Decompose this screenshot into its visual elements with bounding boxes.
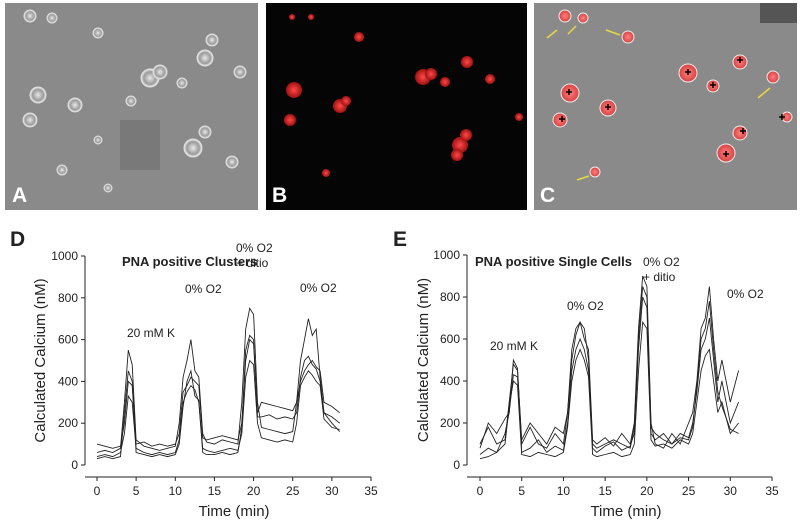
annotation: 0% O2 — [567, 299, 604, 313]
y-tick-label: 600 — [440, 332, 460, 346]
x-tick-label: 5 — [133, 484, 140, 498]
chart-title: PNA positive Clusters — [122, 254, 257, 269]
panel-label: D — [10, 228, 25, 251]
annotation: + ditio — [236, 256, 269, 270]
y-tick-label: 200 — [440, 416, 460, 430]
y-tick-label: 400 — [58, 374, 78, 388]
trace — [96, 307, 341, 453]
x-tick-label: 35 — [364, 484, 378, 498]
panel-label: A — [12, 184, 27, 207]
y-tick-label: 800 — [58, 291, 78, 305]
x-tick-label: 20 — [640, 484, 654, 498]
x-tick-label: 35 — [765, 484, 779, 498]
y-tick-label: 400 — [440, 374, 460, 388]
annotation: 0% O2 — [727, 287, 764, 301]
annotation: 0% O2 — [643, 255, 680, 269]
x-tick-label: 15 — [598, 484, 612, 498]
annotation: 0% O2 — [300, 281, 337, 295]
x-tick-label: 10 — [169, 484, 183, 498]
annotation: 0% O2 — [236, 241, 273, 255]
y-tick-label: 0 — [71, 458, 78, 472]
x-tick-label: 25 — [682, 484, 696, 498]
x-tick-label: 15 — [208, 484, 222, 498]
trace — [96, 359, 340, 458]
x-axis-label: Time (min) — [198, 503, 269, 520]
trace — [96, 338, 340, 449]
x-tick-label: 30 — [325, 484, 339, 498]
trace — [479, 296, 740, 455]
panel-label: B — [272, 184, 287, 207]
trace — [96, 334, 340, 460]
micrograph-b: B — [266, 3, 527, 210]
x-tick-label: 0 — [477, 484, 484, 498]
y-tick-label: 0 — [453, 458, 460, 472]
y-tick-label: 800 — [440, 290, 460, 304]
chart-title: PNA positive Single Cells — [475, 254, 632, 269]
y-axis-label: Calculated Calcium (nM) — [32, 278, 49, 442]
y-tick-label: 200 — [58, 416, 78, 430]
y-tick-label: 1000 — [433, 248, 460, 262]
x-tick-label: 10 — [557, 484, 571, 498]
x-tick-label: 30 — [724, 484, 738, 498]
trace — [479, 286, 739, 449]
y-tick-label: 600 — [58, 333, 78, 347]
x-axis-label: Time (min) — [590, 503, 661, 520]
x-tick-label: 20 — [247, 484, 261, 498]
annotation: + ditio — [643, 270, 676, 284]
trace — [479, 320, 739, 460]
annotation: 20 mM K — [490, 339, 538, 353]
y-axis-label: Calculated Calcium (nM) — [415, 278, 432, 442]
trace — [479, 275, 740, 449]
annotation: 0% O2 — [185, 282, 222, 296]
micrograph-a: A — [5, 3, 258, 210]
annotation: 20 mM K — [127, 326, 175, 340]
micrograph-c: C — [534, 3, 797, 210]
x-tick-label: 5 — [518, 484, 525, 498]
x-tick-label: 25 — [286, 484, 300, 498]
panel-label: C — [540, 184, 555, 207]
panel-label: E — [393, 228, 407, 251]
y-tick-label: 1000 — [51, 249, 78, 263]
x-tick-label: 0 — [94, 484, 101, 498]
